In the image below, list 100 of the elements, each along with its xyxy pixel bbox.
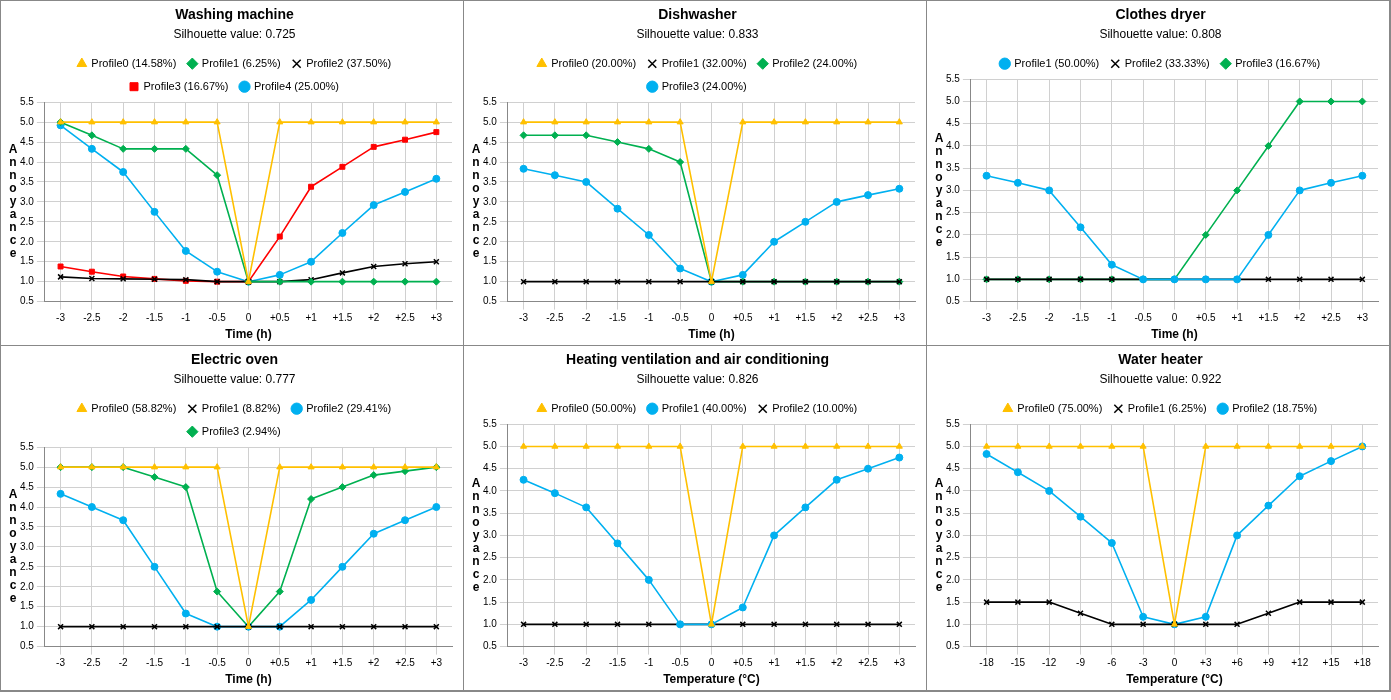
x-tick-label: -1 [181,657,191,669]
x-tick-label: +0.5 [269,657,291,669]
x-tick-label: +1 [768,312,781,324]
y-tick-label: 4.0 [20,155,35,167]
x-tick-label: +18 [1353,657,1372,669]
chart-title: Washing machine [175,6,294,23]
legend-label: Profile3 (16.67%) [1235,56,1321,69]
y-tick-label: 3.0 [483,529,498,541]
x-tick-label: -1 [644,657,654,669]
x-tick-label: -2.5 [1009,312,1027,324]
chart-subtitle: Silhouette value: 0.922 [1099,372,1222,387]
x-tick-label: +15 [1322,657,1340,669]
legend-label: Profile1 (40.00%) [661,401,747,414]
x-tick-label: +2.5 [858,312,879,324]
x-axis-title: Time (h) [1151,327,1198,342]
chart-subtitle: Silhouette value: 0.725 [173,27,296,42]
x-tick-label: -0.5 [671,312,690,324]
x-tick-label: +0.5 [269,312,291,324]
x-tick-label: +2 [831,312,843,324]
y-tick-label: 1.5 [20,600,35,612]
y-tick-label: 2.5 [946,206,961,218]
x-tick-label: -0.5 [208,657,227,669]
y-tick-label: 5.0 [20,115,35,127]
x-axis-title: Time (h) [688,327,735,342]
x-tick-label: +2 [831,657,843,669]
y-tick-label: 2.0 [20,235,35,247]
x-tick-label: +0.5 [732,312,754,324]
x-tick-label: 0 [708,657,715,669]
x-tick-label: +1 [305,312,318,324]
x-tick-label: -3 [982,312,992,324]
x-tick-label: -2 [1044,312,1055,324]
x-tick-label: +12 [1291,657,1309,669]
y-tick-label: 2.0 [946,228,961,240]
y-tick-label: 1.0 [483,275,498,287]
x-tick-label: -3 [519,312,529,324]
y-tick-label: 0.5 [483,640,498,652]
y-tick-label: 3.5 [20,175,35,187]
legend-label: Profile0 (75.00%) [1017,401,1103,414]
y-tick-label: 4.0 [20,500,35,512]
x-tick-label: 0 [1171,312,1178,324]
y-tick-label: 0.5 [946,295,961,307]
y-tick-label: 4.5 [20,480,35,492]
x-axis-title: Temperature (°C) [1126,672,1223,687]
y-tick-label: 2.5 [20,560,35,572]
y-tick-label: 0.5 [946,640,961,652]
y-tick-label: 4.0 [483,155,498,167]
x-tick-label: +2.5 [395,657,416,669]
x-tick-label: +0.5 [1195,312,1217,324]
x-tick-label: +3 [1356,312,1369,324]
x-tick-label: -1.5 [1071,312,1090,324]
x-tick-label: +2 [368,312,380,324]
x-tick-label: -2 [118,657,129,669]
x-tick-label: +2 [368,657,380,669]
y-tick-label: 1.0 [20,620,35,632]
x-axis-title: Temperature (°C) [663,672,760,687]
text: Annoyance [934,130,944,249]
y-tick-label: 3.5 [483,506,498,518]
x-tick-label: -1.5 [608,657,627,669]
legend-label: Profile0 (14.58%) [91,56,177,69]
x-tick-label: -1 [181,312,191,324]
x-tick-label: +1.5 [795,657,816,669]
legend-label: Profile3 (24.00%) [661,79,747,92]
x-axis-title: Time (h) [225,327,272,342]
x-tick-label: +2.5 [395,312,416,324]
chart-title: Electric oven [190,351,279,368]
x-tick-label: +3 [430,657,443,669]
y-tick-label: 5.0 [483,115,498,127]
y-tick-label: 1.0 [483,618,498,630]
x-tick-label: 0 [245,657,252,669]
y-tick-label: 2.5 [483,551,498,563]
y-tick-label: 4.5 [946,117,961,129]
y-tick-label: 3.0 [483,195,498,207]
x-tick-label: -2.5 [83,312,101,324]
x-tick-label: -1.5 [145,312,164,324]
y-tick-label: 5.5 [483,95,498,107]
x-tick-label: +1.5 [1258,312,1279,324]
y-tick-label: 2.0 [20,580,35,592]
y-tick-label: 1.0 [946,618,961,630]
x-tick-label: -1 [644,312,654,324]
y-tick-label: 3.5 [20,520,35,532]
y-tick-label: 1.0 [946,273,961,285]
x-tick-label: -3 [519,657,529,669]
y-tick-label: 5.5 [20,95,35,107]
x-tick-label: -3 [56,657,66,669]
chart-subtitle: Silhouette value: 0.808 [1099,27,1222,42]
y-tick-label: 2.5 [483,215,498,227]
x-tick-label: 0 [245,312,252,324]
legend-label: Profile2 (37.50%) [306,56,392,69]
y-tick-label: 5.5 [946,417,961,429]
text: Annoyance [934,475,944,594]
legend-label: Profile3 (16.67%) [143,79,229,92]
x-tick-label: -18 [979,657,995,669]
legend-label: Profile0 (20.00%) [551,56,637,69]
legend-label: Profile0 (50.00%) [551,401,637,414]
legend-label: Profile1 (6.25%) [201,56,281,69]
x-tick-label: +1 [768,657,781,669]
y-tick-label: 5.5 [946,72,961,84]
y-tick-label: 0.5 [20,640,35,652]
x-tick-label: +3 [893,312,906,324]
x-tick-label: -0.5 [1134,312,1153,324]
